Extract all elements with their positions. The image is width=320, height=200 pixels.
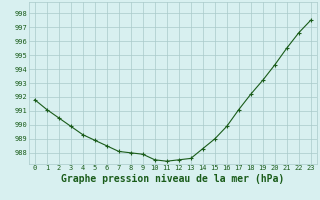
X-axis label: Graphe pression niveau de la mer (hPa): Graphe pression niveau de la mer (hPa) bbox=[61, 174, 284, 184]
